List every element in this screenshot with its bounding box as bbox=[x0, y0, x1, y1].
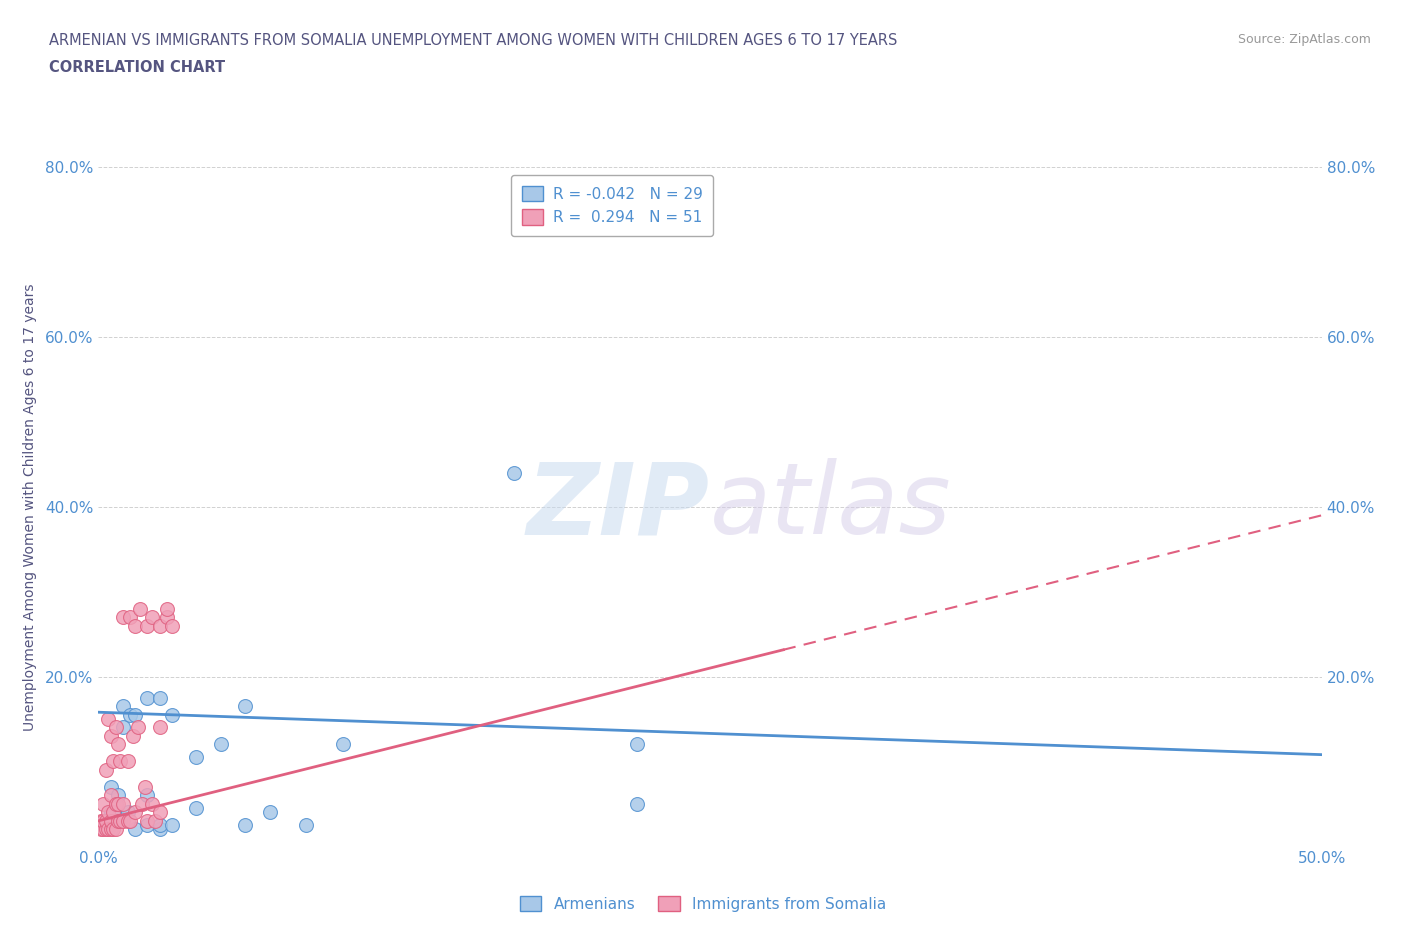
Point bbox=[90, 822, 112, 837]
Point bbox=[149, 618, 172, 633]
Point bbox=[136, 618, 159, 633]
Point bbox=[91, 822, 114, 837]
Point bbox=[124, 822, 146, 837]
Point bbox=[91, 814, 114, 829]
Point bbox=[94, 763, 117, 777]
Point bbox=[136, 788, 159, 803]
Point bbox=[136, 817, 159, 832]
Point bbox=[117, 805, 139, 820]
Point bbox=[156, 602, 179, 617]
Point bbox=[149, 690, 172, 705]
Point bbox=[124, 805, 146, 820]
Point bbox=[100, 814, 122, 829]
Point bbox=[332, 737, 354, 752]
Point bbox=[626, 796, 648, 811]
Point bbox=[107, 737, 129, 752]
Point bbox=[626, 737, 648, 752]
Point bbox=[149, 805, 172, 820]
Point bbox=[149, 822, 172, 837]
Point bbox=[104, 720, 127, 735]
Point bbox=[111, 610, 134, 625]
Point bbox=[124, 708, 146, 723]
Text: ARMENIAN VS IMMIGRANTS FROM SOMALIA UNEMPLOYMENT AMONG WOMEN WITH CHILDREN AGES : ARMENIAN VS IMMIGRANTS FROM SOMALIA UNEM… bbox=[49, 33, 897, 47]
Legend: Armenians, Immigrants from Somalia: Armenians, Immigrants from Somalia bbox=[513, 889, 893, 918]
Point bbox=[100, 822, 122, 837]
Point bbox=[295, 817, 318, 832]
Point bbox=[143, 814, 166, 829]
Text: Source: ZipAtlas.com: Source: ZipAtlas.com bbox=[1237, 33, 1371, 46]
Point bbox=[156, 610, 179, 625]
Point bbox=[134, 779, 156, 794]
Point bbox=[94, 822, 117, 837]
Point bbox=[110, 814, 132, 829]
Point bbox=[111, 698, 134, 713]
Point bbox=[111, 796, 134, 811]
Point bbox=[117, 814, 139, 829]
Point bbox=[100, 728, 122, 743]
Point bbox=[107, 809, 129, 824]
Point bbox=[94, 814, 117, 829]
Point bbox=[117, 754, 139, 769]
Text: ZIP: ZIP bbox=[527, 458, 710, 555]
Point bbox=[107, 788, 129, 803]
Point bbox=[97, 822, 120, 837]
Point bbox=[107, 796, 129, 811]
Point bbox=[149, 817, 172, 832]
Point bbox=[104, 796, 127, 811]
Point bbox=[209, 737, 232, 752]
Point bbox=[101, 805, 124, 820]
Point bbox=[120, 708, 142, 723]
Point bbox=[186, 801, 208, 816]
Point bbox=[101, 754, 124, 769]
Point bbox=[141, 610, 163, 625]
Point bbox=[111, 720, 134, 735]
Legend: R = -0.042   N = 29, R =  0.294   N = 51: R = -0.042 N = 29, R = 0.294 N = 51 bbox=[512, 175, 713, 236]
Point bbox=[91, 796, 114, 811]
Point bbox=[160, 618, 183, 633]
Point bbox=[111, 814, 134, 829]
Point bbox=[107, 814, 129, 829]
Point bbox=[136, 814, 159, 829]
Point bbox=[97, 805, 120, 820]
Point bbox=[129, 602, 152, 617]
Point bbox=[101, 822, 124, 837]
Point bbox=[259, 805, 281, 820]
Point bbox=[233, 817, 256, 832]
Point bbox=[90, 814, 112, 829]
Point bbox=[131, 796, 153, 811]
Point bbox=[127, 720, 149, 735]
Point bbox=[104, 822, 127, 837]
Point bbox=[121, 728, 143, 743]
Point bbox=[97, 711, 120, 726]
Point bbox=[100, 805, 122, 820]
Y-axis label: Unemployment Among Women with Children Ages 6 to 17 years: Unemployment Among Women with Children A… bbox=[22, 283, 37, 731]
Point bbox=[503, 466, 526, 481]
Point bbox=[141, 796, 163, 811]
Point bbox=[160, 817, 183, 832]
Point bbox=[120, 814, 142, 829]
Point bbox=[136, 690, 159, 705]
Point bbox=[186, 750, 208, 764]
Point bbox=[110, 754, 132, 769]
Text: CORRELATION CHART: CORRELATION CHART bbox=[49, 60, 225, 75]
Point bbox=[100, 779, 122, 794]
Point bbox=[100, 788, 122, 803]
Point bbox=[160, 708, 183, 723]
Point bbox=[124, 618, 146, 633]
Point bbox=[149, 720, 172, 735]
Text: atlas: atlas bbox=[710, 458, 952, 555]
Point bbox=[233, 698, 256, 713]
Point bbox=[120, 610, 142, 625]
